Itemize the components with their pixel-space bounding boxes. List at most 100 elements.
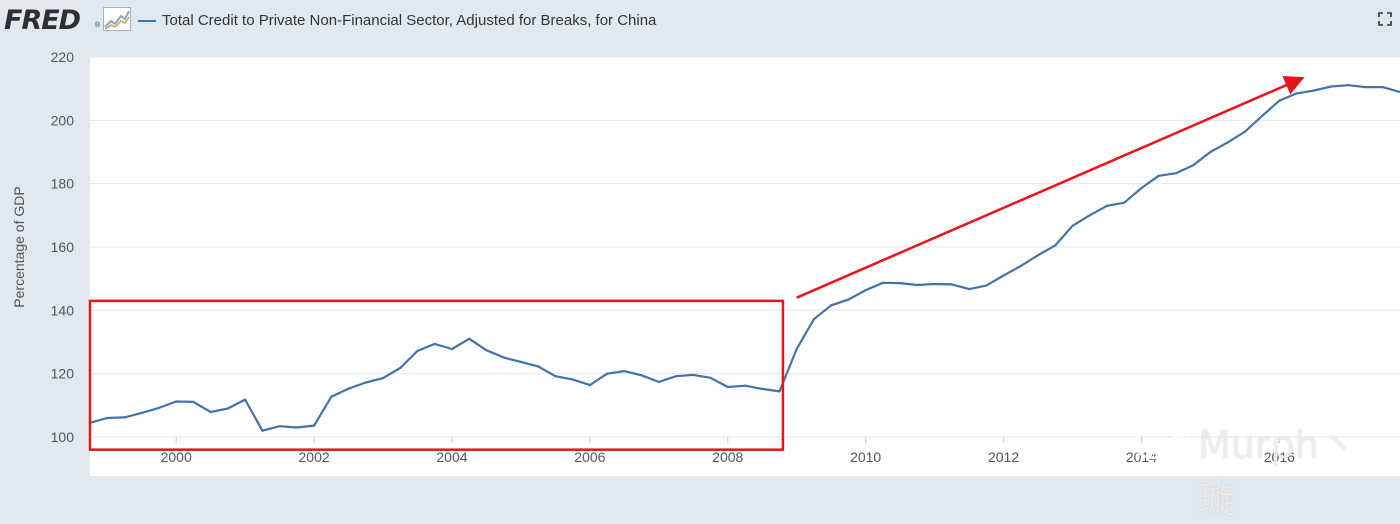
data-point	[950, 283, 953, 286]
data-point	[640, 374, 643, 377]
data-point	[1174, 172, 1177, 175]
y-tick-label: 200	[51, 112, 75, 128]
plot-area	[90, 57, 1400, 476]
data-point	[709, 376, 712, 379]
data-point	[675, 375, 678, 378]
data-point	[1243, 130, 1246, 133]
data-point	[1036, 254, 1040, 257]
y-tick-label: 140	[51, 302, 75, 318]
fred-logo[interactable]: FRED	[4, 5, 81, 36]
data-point	[330, 395, 333, 398]
data-point	[123, 416, 126, 419]
data-point	[157, 406, 160, 409]
data-point	[606, 372, 609, 375]
data-point	[1381, 86, 1384, 89]
data-point	[881, 281, 885, 284]
legend-label: Total Credit to Private Non-Financial Se…	[162, 12, 657, 29]
data-point	[485, 349, 488, 352]
data-point	[1071, 224, 1074, 227]
y-tick-label: 180	[51, 176, 75, 192]
data-point	[278, 425, 281, 428]
data-point	[899, 282, 902, 285]
data-point	[140, 411, 143, 414]
data-point	[571, 378, 574, 381]
data-point	[192, 400, 195, 403]
y-axis-label: Percentage of GDP	[11, 186, 27, 307]
legend-swatch	[138, 20, 156, 22]
data-point	[1226, 141, 1229, 144]
data-point	[537, 365, 540, 368]
data-point	[519, 360, 523, 363]
data-point	[1088, 214, 1091, 217]
data-point	[313, 424, 316, 427]
data-point	[244, 398, 247, 401]
data-point	[743, 384, 747, 387]
data-point	[381, 377, 385, 380]
data-point	[761, 387, 764, 390]
watermark: Murph丶 璇	[1130, 412, 1395, 522]
weibo-logo-icon	[1132, 422, 1190, 460]
data-point	[364, 381, 367, 384]
y-tick-label: 120	[51, 366, 75, 382]
data-point	[1330, 85, 1333, 88]
data-point	[399, 366, 402, 370]
data-point	[468, 337, 471, 340]
data-point	[657, 380, 660, 383]
x-tick-label: 2010	[850, 449, 881, 465]
x-tick-label: 2002	[299, 449, 330, 465]
data-point	[209, 410, 212, 414]
data-point	[416, 349, 419, 352]
data-point	[175, 400, 178, 403]
data-point	[1019, 264, 1022, 268]
data-point	[1123, 201, 1126, 204]
data-point	[1002, 274, 1005, 277]
data-point	[1192, 164, 1195, 167]
x-axis-ticks: 2000 2002 2004 2006 2008 2010 2012 2014 2016	[161, 437, 1295, 465]
watermark-text: Murph丶 璇	[1198, 423, 1357, 522]
data-point	[261, 429, 264, 432]
data-point	[726, 385, 729, 389]
chart-header: FRED ® Total Credit to Private Non-Finan…	[0, 0, 1400, 42]
data-point	[554, 375, 557, 378]
y-axis-ticks: 100 120 140 160 180 200 220	[51, 49, 75, 445]
data-point	[1054, 244, 1057, 247]
x-tick-label: 2016	[1264, 449, 1295, 465]
fullscreen-icon[interactable]	[1378, 12, 1392, 26]
y-tick-label: 100	[51, 429, 75, 445]
x-tick-label: 2008	[712, 449, 743, 465]
trend-arrow	[796, 75, 1305, 299]
x-tick-label: 2000	[161, 449, 192, 465]
data-point	[1295, 92, 1298, 95]
x-tick-label: 2004	[436, 449, 467, 465]
data-point	[106, 416, 109, 420]
data-point	[347, 387, 350, 390]
line-chart: 100 120 140 160 180 200 220 2000 2002 2004 2006 20…	[11, 49, 1400, 476]
y-tick-label: 160	[51, 239, 75, 255]
data-point	[847, 298, 850, 301]
data-point	[1157, 174, 1160, 177]
x-tick-label: 2012	[988, 449, 1019, 465]
data-point	[1105, 204, 1109, 207]
x-tick-label: 2006	[574, 449, 605, 465]
annotations	[88, 75, 1305, 451]
data-point	[588, 384, 592, 387]
data-point	[1209, 150, 1212, 154]
data-series	[88, 84, 1400, 432]
data-point	[968, 288, 971, 291]
data-point	[1364, 86, 1367, 89]
data-point	[295, 426, 298, 429]
data-point	[795, 347, 798, 351]
data-point	[1312, 89, 1315, 92]
data-point	[933, 282, 936, 286]
data-point	[226, 407, 229, 410]
data-point	[1261, 114, 1264, 117]
y-tick-label: 220	[51, 49, 75, 65]
data-point	[778, 390, 781, 393]
data-point	[985, 284, 988, 287]
data-point	[450, 347, 454, 351]
logo-registered-mark: ®	[95, 22, 101, 29]
data-point	[1140, 187, 1143, 190]
data-point	[623, 370, 626, 373]
data-point	[502, 356, 505, 359]
data-point	[916, 283, 919, 287]
